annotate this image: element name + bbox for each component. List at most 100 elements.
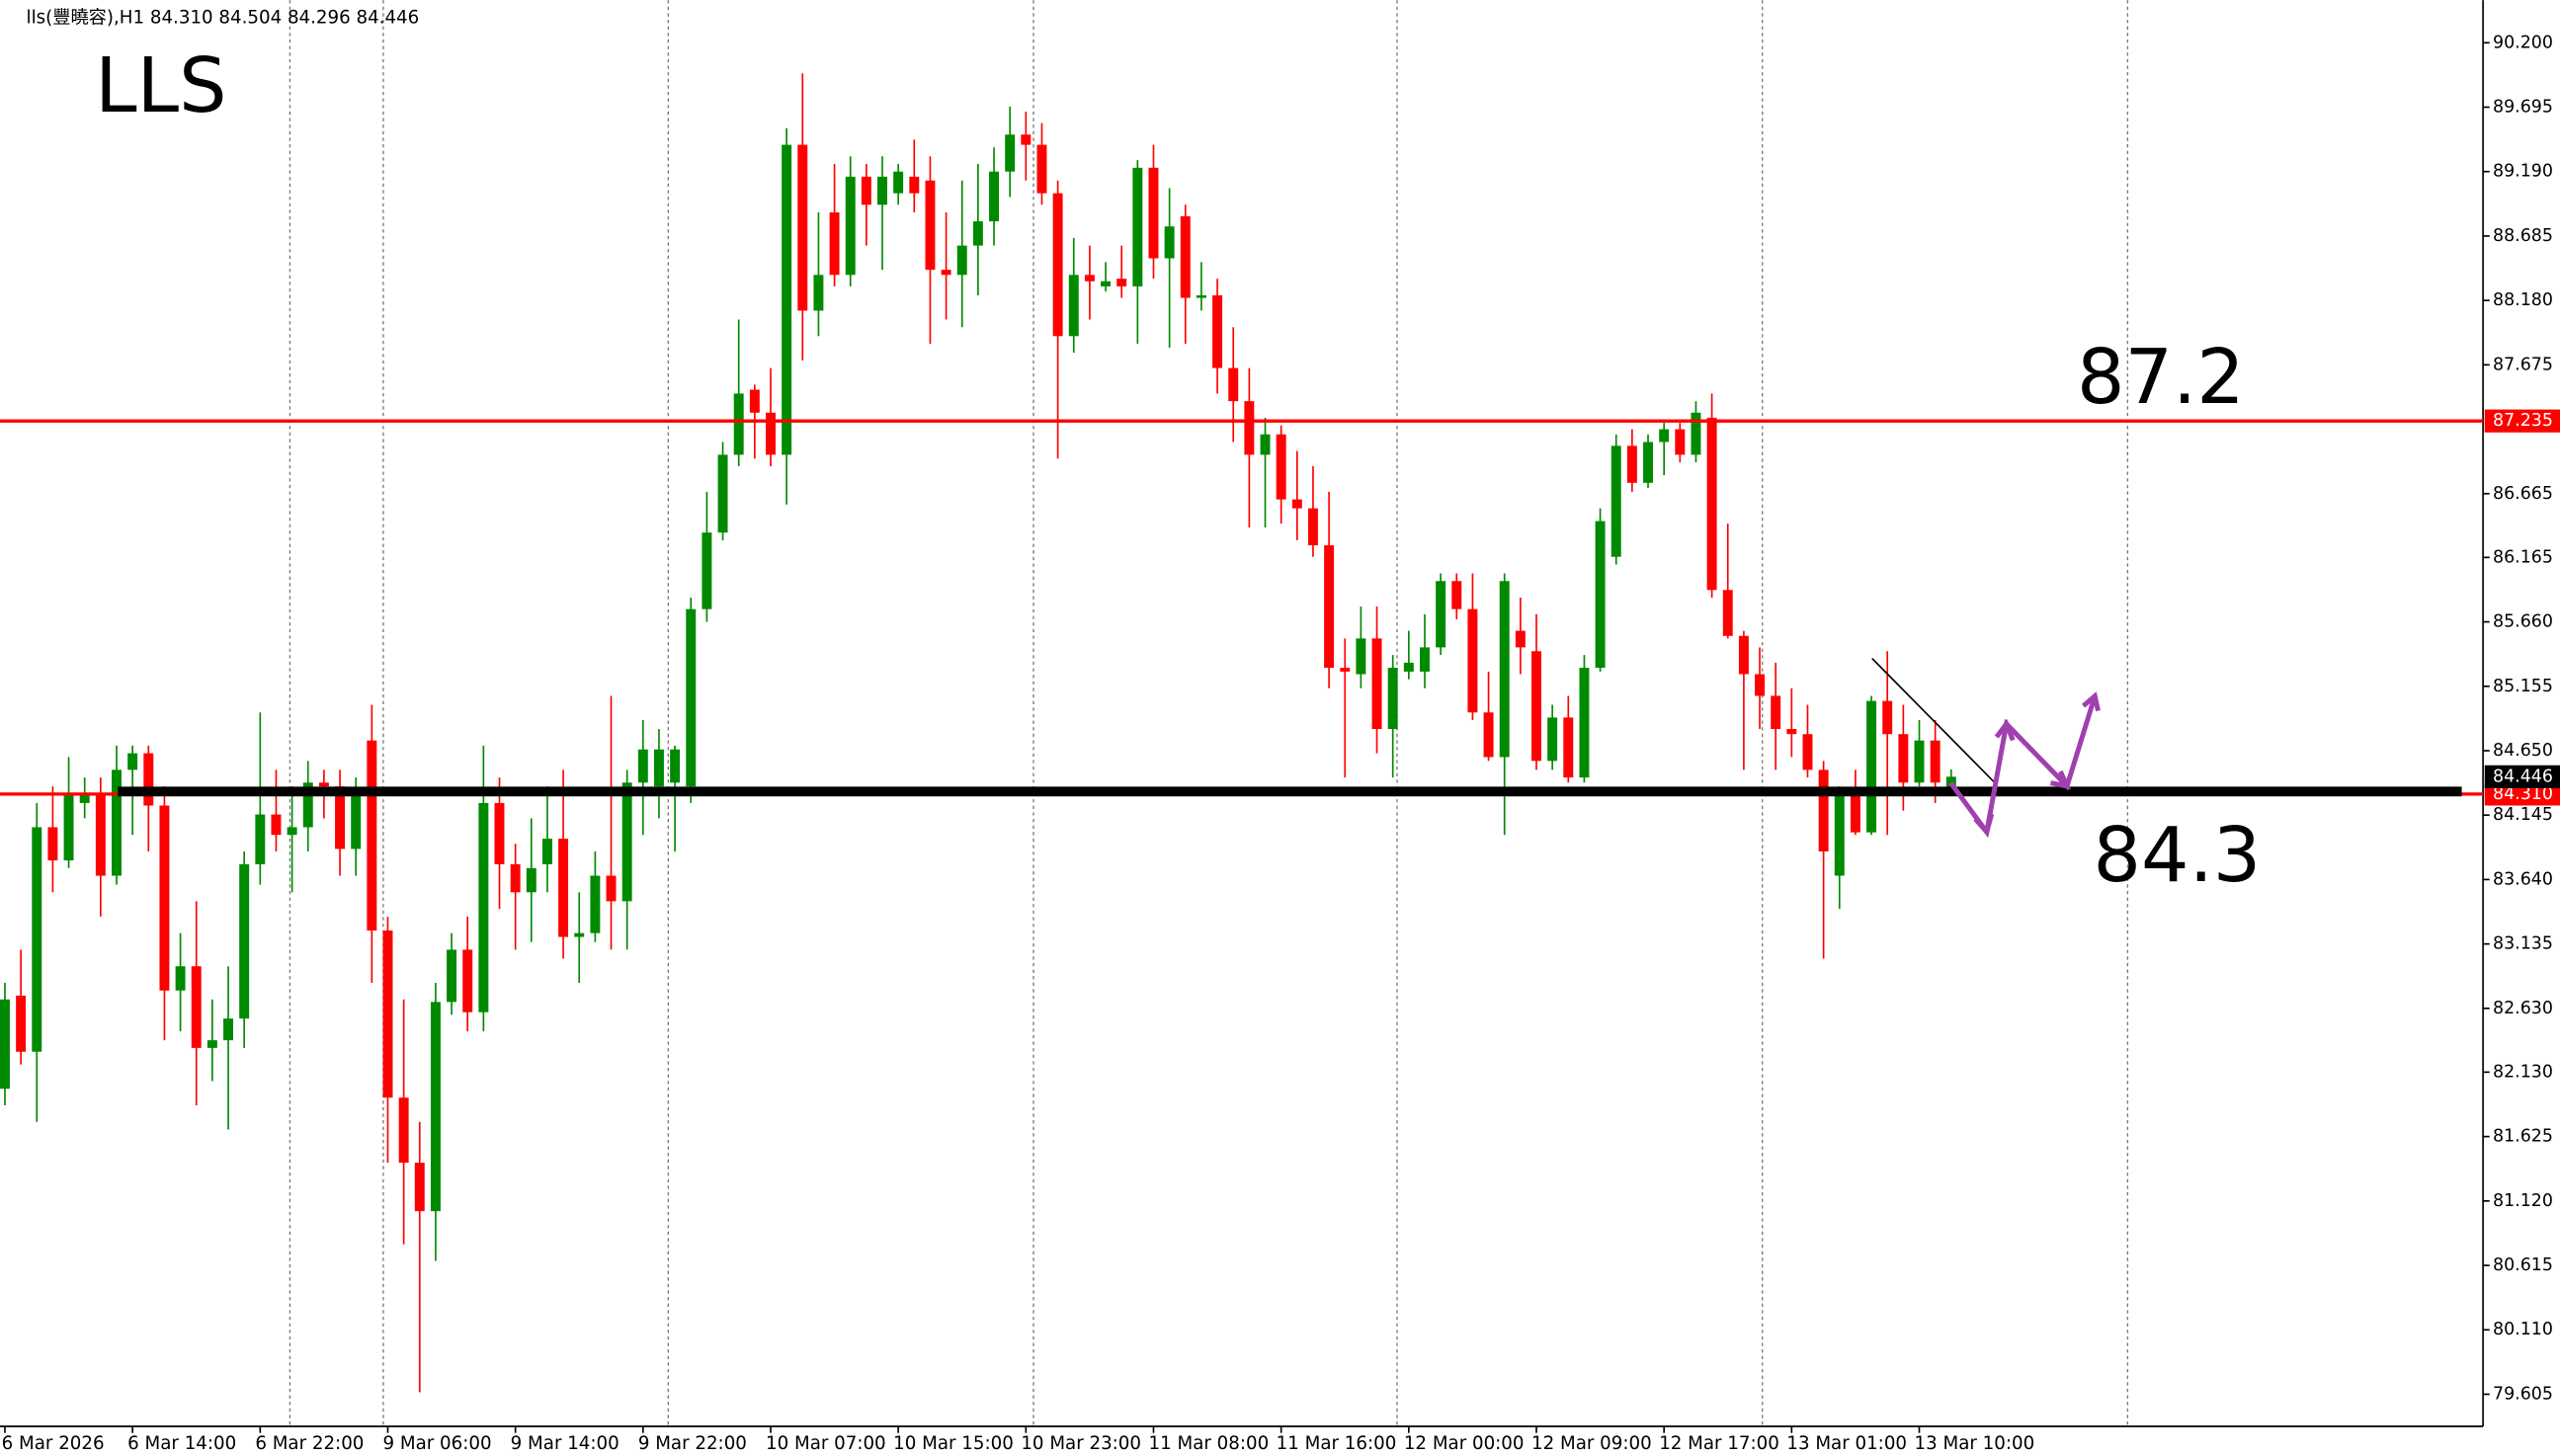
candle-body xyxy=(1834,793,1845,876)
y-tick-label: 87.675 xyxy=(2493,355,2553,374)
candle-body xyxy=(590,875,601,933)
x-tick-label: 9 Mar 06:00 xyxy=(383,1433,492,1454)
candle-body xyxy=(1738,635,1749,675)
y-tick-label: 81.625 xyxy=(2493,1127,2553,1147)
trend-line xyxy=(1871,657,1996,784)
candle-body xyxy=(1771,695,1781,730)
x-tick-label: 12 Mar 09:00 xyxy=(1531,1433,1652,1454)
candle-body xyxy=(1101,281,1112,286)
candle-body xyxy=(956,245,967,276)
chart-title: LLS xyxy=(95,41,226,129)
candle-body xyxy=(1515,630,1526,648)
candle-body xyxy=(621,782,632,902)
x-tick-label: 10 Mar 07:00 xyxy=(766,1433,886,1454)
candle-body xyxy=(1356,638,1366,675)
header: lls(豐曉容),H1 84.310 84.504 84.296 84.446 xyxy=(27,7,420,28)
candle-body xyxy=(430,1002,441,1212)
candle-body xyxy=(462,949,473,1012)
candle-body xyxy=(1276,434,1286,500)
candle-body xyxy=(877,176,887,205)
x-tick-label: 11 Mar 08:00 xyxy=(1149,1433,1270,1454)
candle-body xyxy=(1866,700,1877,833)
candle-body xyxy=(1196,294,1206,298)
candle-body xyxy=(1244,401,1255,455)
candle-body xyxy=(398,1097,409,1164)
candle-body xyxy=(1403,662,1414,672)
candle-body xyxy=(1595,521,1606,669)
candle-body xyxy=(1898,734,1909,783)
y-tick-label: 79.605 xyxy=(2493,1384,2553,1404)
candle-body xyxy=(1802,734,1813,770)
candle-body xyxy=(1483,712,1494,758)
y-tick-label: 90.200 xyxy=(2493,33,2553,52)
candle-body xyxy=(782,144,792,455)
candle-body xyxy=(1324,545,1335,669)
candle-body xyxy=(717,454,728,533)
forecast-arrows xyxy=(1948,691,2101,839)
y-tick-label: 80.615 xyxy=(2493,1255,2553,1275)
level-tag xyxy=(2484,409,2560,433)
candles xyxy=(0,73,1956,1393)
candle-body xyxy=(1499,581,1510,758)
candle-body xyxy=(606,875,617,902)
current-price-tag xyxy=(2484,765,2560,788)
candle-body xyxy=(191,966,202,1048)
candle-body xyxy=(526,867,537,893)
y-tick-label: 84.145 xyxy=(2493,805,2553,825)
candle-body xyxy=(670,749,681,783)
candle-body xyxy=(159,805,170,991)
candle-body xyxy=(1291,499,1302,509)
y-tick-label: 85.155 xyxy=(2493,677,2553,696)
x-tick-label: 9 Mar 14:00 xyxy=(511,1433,619,1454)
candle-body xyxy=(733,393,744,455)
candle-body xyxy=(1531,651,1541,762)
candle-body xyxy=(686,608,697,787)
candle-body xyxy=(1180,215,1191,298)
candle-body xyxy=(1882,700,1893,735)
candle-body xyxy=(1451,581,1462,609)
candle-body xyxy=(972,221,983,246)
arrowhead xyxy=(1973,813,1995,838)
y-tick-label: 83.640 xyxy=(2493,869,2553,889)
candle-body xyxy=(1212,294,1223,368)
candle-body xyxy=(1260,434,1271,455)
candle-body xyxy=(574,932,585,937)
x-tick-label: 6 Mar 22:00 xyxy=(255,1433,364,1454)
candle-body xyxy=(1659,429,1670,443)
candle-body xyxy=(637,749,648,783)
candle-body xyxy=(302,782,313,828)
y-tick-label: 86.665 xyxy=(2493,484,2553,504)
candle-body xyxy=(1914,740,1925,783)
y-tick-label: 84.650 xyxy=(2493,741,2553,761)
y-tick-label: 82.630 xyxy=(2493,999,2553,1018)
arrowhead xyxy=(2081,691,2101,712)
candle-body xyxy=(223,1018,233,1041)
x-tick-label: 13 Mar 01:00 xyxy=(1786,1433,1907,1454)
candle-body xyxy=(1116,279,1127,286)
candle-body xyxy=(541,839,552,864)
candle-body xyxy=(845,176,856,276)
candle-body xyxy=(127,753,138,770)
candle-body xyxy=(749,389,760,413)
candle-body xyxy=(447,949,457,1003)
candle-body xyxy=(1021,134,1032,145)
x-tick-label: 9 Mar 22:00 xyxy=(638,1433,747,1454)
annotation: 87.2 xyxy=(2077,333,2245,421)
y-tick-label: 82.130 xyxy=(2493,1062,2553,1082)
candle-body xyxy=(206,1040,217,1048)
candle-body xyxy=(1706,417,1717,591)
candle-body xyxy=(32,827,42,1052)
candle-body xyxy=(1307,508,1318,546)
candle-body xyxy=(925,180,936,271)
candle-body xyxy=(510,863,521,893)
candle-body xyxy=(1850,793,1860,833)
candle-body xyxy=(1068,275,1079,337)
candle-body xyxy=(813,275,824,311)
candle-body xyxy=(1436,581,1446,648)
candle-body xyxy=(335,786,346,849)
y-tick-label: 80.110 xyxy=(2493,1320,2553,1339)
